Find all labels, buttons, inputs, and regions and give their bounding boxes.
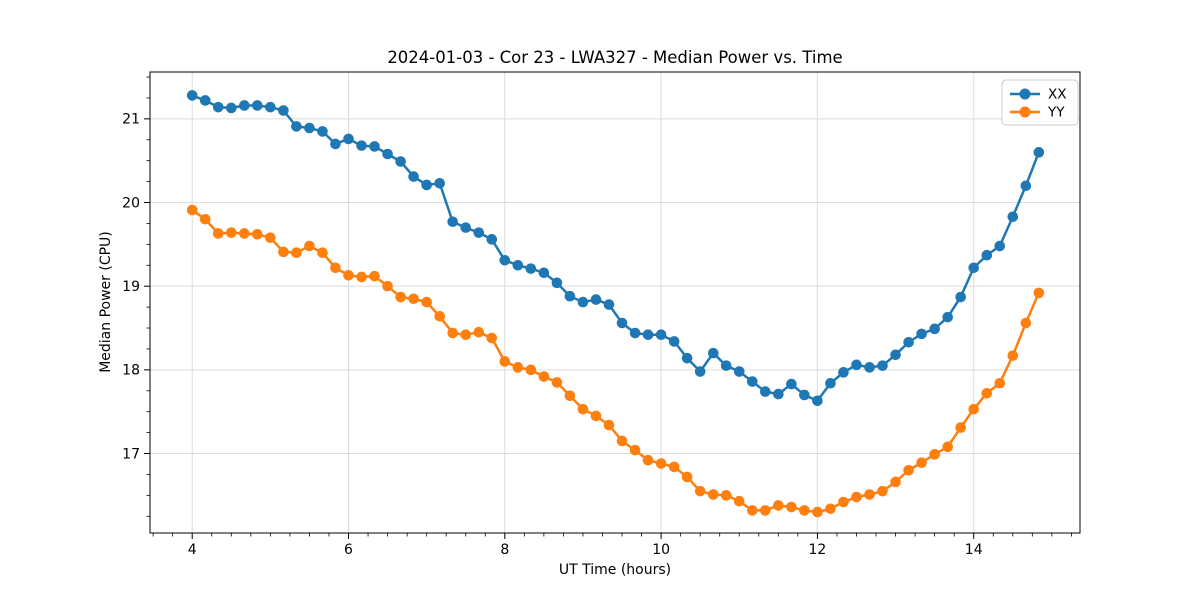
svg-text:21: 21 xyxy=(122,112,140,128)
legend-box xyxy=(1001,79,1079,126)
y-axis-label: Median Power (CPU) xyxy=(98,231,114,373)
legend: XX YY xyxy=(1001,79,1079,126)
svg-text:12: 12 xyxy=(808,542,826,558)
svg-text:4: 4 xyxy=(188,542,197,558)
data-series xyxy=(186,90,1045,518)
svg-text:14: 14 xyxy=(965,542,983,558)
svg-text:18: 18 xyxy=(122,363,140,379)
chart-title: 2024-01-03 - Cor 23 - LWA327 - Median Po… xyxy=(387,48,842,67)
grid-lines xyxy=(150,72,1080,533)
legend-marker-yy xyxy=(1019,106,1031,118)
axis-ticks xyxy=(144,76,1072,539)
svg-text:8: 8 xyxy=(500,542,509,558)
svg-text:17: 17 xyxy=(122,446,140,462)
svg-text:20: 20 xyxy=(122,195,140,211)
tick-labels: 4 6 8 10 12 14 17 18 19 20 21 xyxy=(122,112,983,558)
legend-label-xx: XX xyxy=(1048,87,1067,103)
legend-label-yy: YY xyxy=(1047,105,1065,121)
axes-frame xyxy=(149,71,1081,534)
x-axis-label: UT Time (hours) xyxy=(559,562,671,578)
svg-text:10: 10 xyxy=(652,542,670,558)
legend-marker-xx xyxy=(1019,88,1031,100)
svg-text:6: 6 xyxy=(344,542,353,558)
svg-text:19: 19 xyxy=(122,279,140,295)
